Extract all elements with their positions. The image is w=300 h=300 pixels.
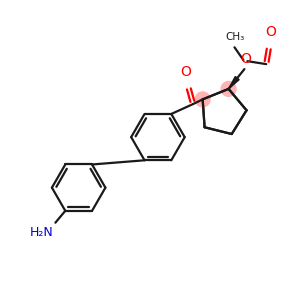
Text: O: O <box>181 65 192 79</box>
Circle shape <box>195 92 210 107</box>
Text: H₂N: H₂N <box>30 226 53 239</box>
Text: O: O <box>266 26 277 39</box>
Text: O: O <box>240 52 251 66</box>
Circle shape <box>221 82 236 96</box>
Polygon shape <box>229 76 239 89</box>
Text: CH₃: CH₃ <box>225 32 244 42</box>
